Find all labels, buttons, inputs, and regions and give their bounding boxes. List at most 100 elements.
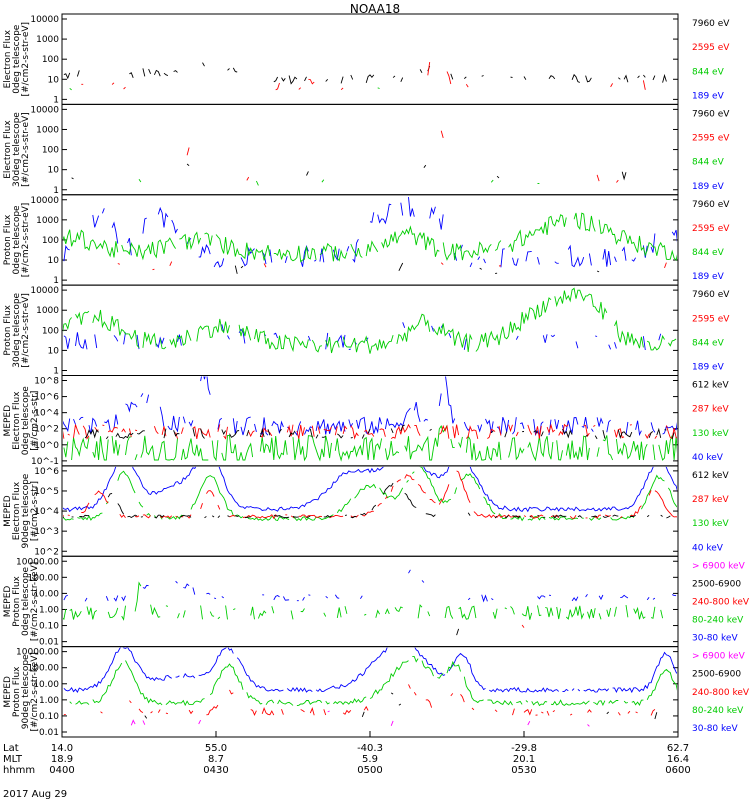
- legend-entry: 2500-6900: [692, 670, 741, 680]
- y-tick-label: 10^5: [34, 487, 59, 497]
- panel-frame: [61, 375, 679, 467]
- y-tick-label: 10^0: [34, 441, 59, 451]
- y-tick-label: 10^3: [34, 527, 59, 537]
- x-tick-label: 62.7: [667, 743, 689, 754]
- legend-entry: 189 eV: [692, 91, 725, 101]
- y-axis-label-line: Electron Flux: [12, 481, 22, 540]
- y-tick-label: 10^6: [34, 393, 59, 403]
- panel-frame: [61, 13, 679, 105]
- y-axis-label-line: Electron Flux: [12, 391, 22, 450]
- y-axis-label-line: MEPED: [3, 676, 13, 708]
- y-axis-label-line: 30deg telescope: [12, 112, 22, 187]
- legend-entry: 7960 eV: [692, 19, 730, 29]
- y-tick-label: 10000: [30, 196, 59, 206]
- series-line: [63, 647, 677, 694]
- panel-frame: [61, 646, 679, 738]
- y-tick-label: 0.01: [39, 638, 59, 648]
- y-axis-label: Electron Flux 30deg telescope [#/cm2-s-str…: [3, 112, 31, 187]
- y-axis-label-line: Electron Flux: [3, 120, 13, 179]
- y-axis-label-line: 0deg telescope: [12, 205, 22, 275]
- y-axis-label-line: MEPED: [3, 405, 13, 437]
- x-tick-label: -29.8: [511, 743, 537, 754]
- legend-entry: 130 keV: [692, 519, 729, 529]
- series-line: [64, 63, 670, 84]
- x-tick-label: 20.1: [513, 754, 535, 765]
- series-line: [64, 684, 669, 715]
- x-tick-label: 16.4: [667, 754, 689, 765]
- y-tick-label: 1: [53, 276, 59, 286]
- legend-entry: 189 eV: [692, 363, 725, 373]
- legend-entry: 189 eV: [692, 272, 725, 282]
- y-axis-label-line: MEPED: [3, 495, 13, 527]
- y-axis-label-line: [#/cm2-s-str]: [30, 481, 40, 541]
- y-axis-label: MEPED Proton Flux 90deg telescope [#/cm2-s-…: [3, 652, 40, 731]
- y-tick-label: 100: [42, 55, 59, 65]
- series-line: [84, 424, 675, 440]
- series-line: [81, 62, 659, 90]
- y-tick-label: 10^4: [34, 507, 59, 517]
- y-tick-label: 10^-1: [31, 457, 59, 467]
- series-group: [63, 287, 678, 354]
- legend-entry: 287 keV: [692, 495, 729, 505]
- chart-title: NOAA18: [350, 2, 400, 16]
- legend-entry: 2595 eV: [692, 224, 730, 234]
- y-tick-label: 10: [48, 75, 60, 85]
- panel-1: 10000 1000 100 10 1 Electron Flux 0deg telesco…: [3, 13, 730, 105]
- legend-entry: 844 eV: [692, 158, 725, 168]
- legend-entry: 240-800 keV: [692, 688, 750, 698]
- y-axis-label-line: [#/cm2-s-str]: [30, 391, 40, 451]
- series-line: [63, 470, 677, 520]
- y-tick-label: 1000: [36, 306, 59, 316]
- legend-entry: 612 keV: [692, 471, 729, 481]
- x-tick-label: 14.0: [51, 743, 73, 754]
- legend-entry: 130 keV: [692, 429, 729, 439]
- y-tick-label: 10^4: [34, 409, 59, 419]
- legend-entry: 287 keV: [692, 405, 729, 415]
- y-tick-label: 100: [42, 326, 59, 336]
- legend-entry: 2595 eV: [692, 43, 730, 53]
- y-tick-label: 10000: [30, 15, 59, 25]
- series-line: [117, 261, 667, 271]
- y-tick-label: 1.00: [39, 696, 59, 706]
- y-tick-label: 1000: [36, 216, 59, 226]
- panel-2: 10000 1000 100 10 1 Electron Flux 30deg telesc…: [3, 103, 730, 196]
- legend-entry: 80-240 keV: [692, 706, 744, 716]
- y-axis-label-line: 0deg telescope: [21, 386, 31, 456]
- y-tick-label: 1000: [36, 125, 59, 135]
- y-axis-label-line: 0deg telescope: [21, 566, 31, 636]
- series-line: [235, 263, 645, 274]
- panel-4: 10000 1000 100 10 1 Proton Flux 30deg telescop…: [3, 284, 730, 377]
- panel-frame: [61, 284, 679, 376]
- y-tick-label: 10000.00: [16, 557, 59, 567]
- date-label: 2017 Aug 29: [3, 789, 67, 800]
- series-line: [63, 569, 677, 603]
- series-line: [72, 164, 677, 179]
- y-axis-label-line: Proton Flux: [3, 214, 13, 265]
- legend-entry: 844 eV: [692, 67, 725, 77]
- y-axis-label-line: [#/cm2-s-str-keV]: [30, 652, 40, 731]
- y-tick-label: 10: [48, 166, 60, 176]
- x-tick-label: 0430: [203, 765, 228, 776]
- x-tick-label: 0600: [665, 765, 690, 776]
- legend-entry: 2595 eV: [692, 314, 730, 324]
- series-line: [522, 624, 664, 628]
- y-tick-label: 10^2: [34, 547, 59, 557]
- y-tick-label: 1.00: [39, 605, 59, 615]
- legend-entry: 844 eV: [692, 338, 725, 348]
- series-line: [63, 424, 677, 462]
- x-tick-label: -40.3: [357, 743, 383, 754]
- series-group: [63, 376, 677, 462]
- y-tick-label: 1: [53, 186, 59, 196]
- y-tick-label: 1: [53, 367, 59, 377]
- x-row-label: hhmm: [3, 765, 35, 776]
- legend-entry: 7960 eV: [692, 290, 730, 300]
- y-axis-label-line: [#/cm2-s-str-eV]: [21, 203, 31, 278]
- y-axis-label-line: 90deg telescope: [21, 473, 31, 548]
- legend-entry: 7960 eV: [692, 109, 730, 119]
- panel-frame: [61, 103, 679, 196]
